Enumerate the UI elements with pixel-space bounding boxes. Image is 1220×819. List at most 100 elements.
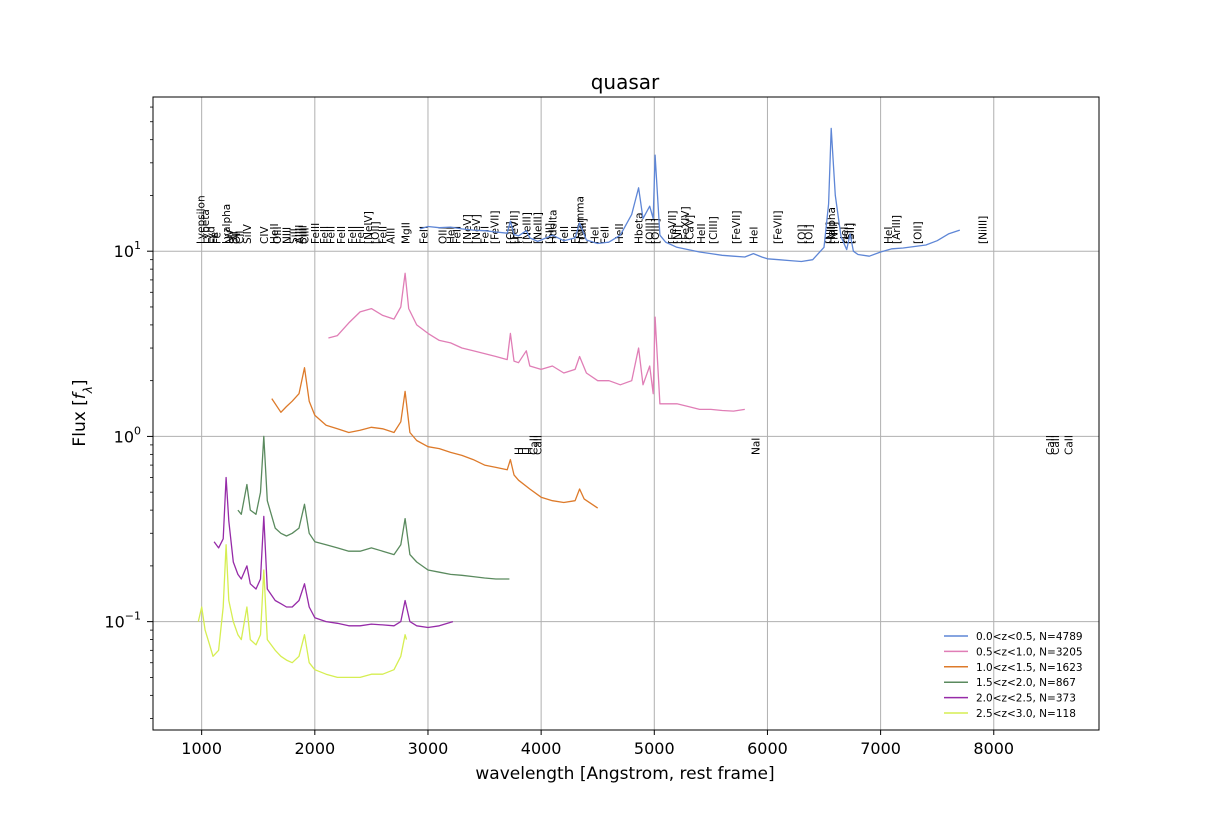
legend: 0.0<z<0.5, N=4789 0.5<z<1.0, N=3205 1.0<z<… [944,631,1083,720]
grid-lines [153,97,1099,730]
line-label: [SII] [843,223,855,244]
line-label: [NeV] [471,214,483,244]
line-label: Lybeta [200,209,212,244]
line-label: [FeVII] [489,211,501,244]
line-label: NaI [750,438,762,455]
line-label: [OI] [796,224,808,244]
line-label: MgII [400,222,412,244]
line-label: [OI] [804,224,816,244]
line-label: FeIII [310,223,322,244]
line-label: FeII [347,226,359,244]
x-tick-label: 3000 [408,739,449,758]
x-tick-label: 5000 [634,739,675,758]
line-label: Hdelta [548,210,560,245]
line-label: SiIV [242,223,254,244]
line-label: HeI [883,227,895,244]
x-tick-label: 6000 [747,739,788,758]
line-label: CaII [1064,435,1076,455]
line-label: [NeIII] [521,212,533,244]
line-label: FeII [355,226,367,244]
line-label: Hbeta [634,212,646,244]
line-label: CaII [529,435,541,455]
spectra-series [197,127,961,679]
line-label: AlIII [294,225,306,244]
line-label: Lyepsilon [196,195,208,244]
line-label: H [524,447,536,455]
series-line-3 [237,435,510,580]
legend-entry: 0.5<z<1.0, N=3205 [976,646,1083,658]
line-label: Lyd [206,226,218,244]
line-label: [FeXIV] [680,206,692,244]
line-label: [OII] [912,221,924,244]
line-label: HeI [748,227,760,244]
line-label: SII [228,231,240,244]
line-label: [ArIII] [891,215,903,244]
line-label: HeII [696,223,708,244]
x-tick-label: 1000 [181,739,222,758]
line-label: [CaV] [684,215,696,244]
line-label: FeII [451,226,463,244]
line-label: FeII [336,226,348,244]
line-label: [OIII] [645,218,657,244]
line-label: Fe [211,232,223,244]
line-label: HeII [614,223,626,244]
line-label: OIII [272,226,284,244]
line-label: H [517,447,529,455]
line-label: Fe [209,232,221,244]
line-label: H [513,447,525,455]
series-line-4 [213,476,454,629]
legend-entry: 1.0<z<1.5, N=1623 [976,662,1083,674]
line-label: [OII] [370,221,382,244]
line-label: [FeVII] [772,211,784,245]
line-label: SiIII [298,225,310,244]
line-label: NV [224,228,236,244]
x-tick-label: 8000 [973,739,1014,758]
y-tick-label: 10−1 [104,610,141,632]
line-label: HeII [269,223,281,244]
line-label: CIII [300,227,312,244]
line-label: [NI] [672,225,684,244]
legend-entry: 1.5<z<2.0, N=867 [976,677,1076,689]
plot-frame [152,96,1100,731]
line-label: [SII] [544,223,556,244]
line-label: FeII [326,226,338,244]
line-label: CaII [1045,435,1057,455]
legend-entry: 2.0<z<2.5, N=373 [976,693,1076,705]
line-label: FeII [378,226,390,244]
series-line-5 [197,544,408,679]
line-label: [NII] [829,222,841,244]
x-tick-label: 2000 [294,739,335,758]
legend-entry: 0.0<z<0.5, N=4789 [976,631,1083,643]
line-label: NIII [282,227,294,244]
y-axis-ticks: 10−1 100 101 [104,106,153,719]
line-label: [SII] [845,223,857,244]
line-label: SiII [288,228,300,244]
line-label: OI [231,233,243,244]
legend-entry: 2.5<z<3.0, N=118 [976,708,1076,720]
x-axis-ticks: 1000 2000 3000 4000 5000 6000 7000 8000 [181,730,1014,758]
x-axis-label: wavelength [Angstrom, rest frame] [475,764,774,784]
line-label: HeI [589,227,601,244]
series-line-2 [271,367,599,509]
line-label: CIV [259,226,271,244]
series-line-1 [328,272,745,412]
line-label: CaII [1050,435,1062,455]
emission-line-labels: LyepsilonLybetaLydFeFeLyalphaNVSIIOICIIS… [196,195,1076,455]
line-label: H [513,236,525,244]
y-tick-label: 101 [114,239,141,261]
line-label: FeII [319,226,331,244]
y-tick-label: 100 [114,424,141,446]
line-label: [NeIII] [532,212,544,244]
line-label: CaII [533,435,545,455]
line-label: CII [235,230,247,244]
x-tick-label: 4000 [521,739,562,758]
chart-title: quasar [591,70,660,94]
line-label: OIII [438,226,450,244]
line-label: FeII [600,226,612,244]
line-label: Lyalpha [221,204,233,244]
line-label: HeI [446,227,458,244]
line-label: [FeVII] [731,211,743,245]
line-label: [NeIV] [363,211,375,244]
